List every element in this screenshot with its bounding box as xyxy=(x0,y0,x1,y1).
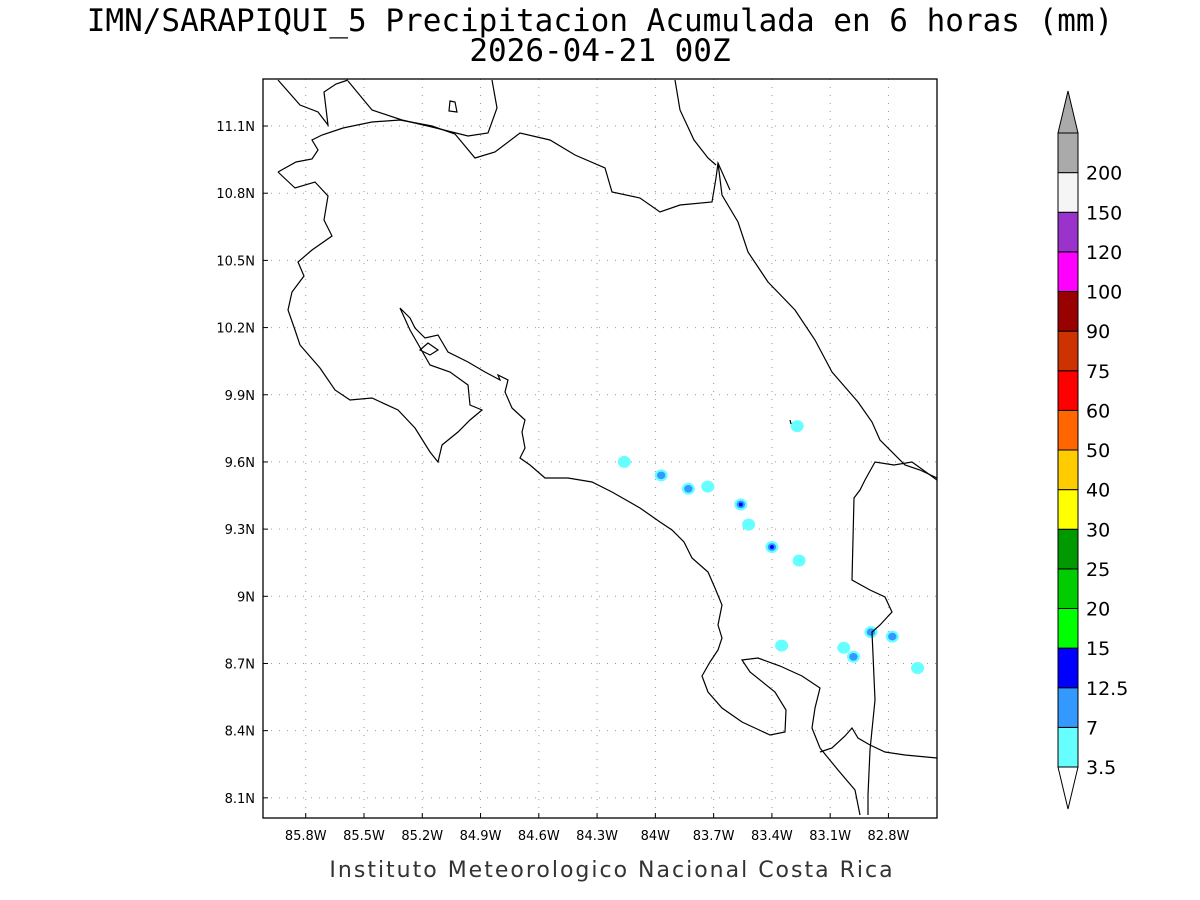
colorbar-swatch xyxy=(1057,132,1079,174)
lon-tick-label: 83.1W xyxy=(809,829,851,844)
coastline-and-borders xyxy=(277,79,937,816)
precip-cell xyxy=(701,480,715,493)
lat-tick-label: 9.6N xyxy=(225,456,255,471)
precip-cell-core xyxy=(866,628,876,636)
lat-tick-label: 9.9N xyxy=(225,389,255,404)
footer-credit: Instituto Meteorologico Nacional Costa R… xyxy=(329,858,894,883)
colorbar-swatch xyxy=(1057,172,1079,213)
lat-tick-label: 10.2N xyxy=(216,322,255,337)
nicaragua-costa-rica-border xyxy=(277,119,731,213)
lon-tick-label: 82.8W xyxy=(868,829,910,844)
lon-tick-label: 84.6W xyxy=(518,829,560,844)
colorbar-label: 20 xyxy=(1086,599,1110,621)
colorbar-swatch xyxy=(1057,647,1079,689)
nicaragua-caribbean-coast xyxy=(674,79,717,166)
caribbean-coast xyxy=(717,162,937,479)
lon-tick-label: 84.9W xyxy=(460,829,502,844)
panama-border xyxy=(851,461,937,815)
precip-cell-peak xyxy=(738,502,743,507)
lon-tick-label: 85.2W xyxy=(401,829,443,844)
colorbar-swatch xyxy=(1057,211,1079,253)
colorbar-label: 30 xyxy=(1086,519,1110,541)
lon-tick-label: 84W xyxy=(641,829,671,844)
lat-tick-label: 8.4N xyxy=(225,725,255,740)
colorbar-label: 7 xyxy=(1086,717,1098,739)
colorbar-swatch xyxy=(1057,568,1079,609)
lat-tick-label: 9N xyxy=(237,590,255,605)
colorbar-label: 40 xyxy=(1086,480,1110,502)
colorbar-label: 150 xyxy=(1086,202,1122,224)
colorbar-swatch xyxy=(1057,528,1079,570)
colorbar-swatch xyxy=(1057,726,1079,768)
lon-tick-label: 83.7W xyxy=(693,829,735,844)
precip-cell-core xyxy=(888,632,897,641)
colorbar-label: 120 xyxy=(1086,242,1122,264)
lat-tick-label: 9.3N xyxy=(225,523,255,538)
lat-lon-grid xyxy=(263,79,937,818)
lat-tick-label: 8.7N xyxy=(225,657,255,672)
lake-island xyxy=(448,100,458,113)
lat-tick-label: 8.1N xyxy=(225,792,255,807)
pacific-coast xyxy=(277,171,861,816)
precip-cell-peak xyxy=(769,545,774,550)
colorbar-swatch xyxy=(1057,370,1079,411)
figure-subtitle-datetime: 2026-04-21 00Z xyxy=(469,33,730,69)
lat-tick-label: 11.1N xyxy=(216,120,255,135)
lon-tick-label: 85.8W xyxy=(285,829,327,844)
lat-tick-label: 10.5N xyxy=(216,254,255,269)
lon-tick-label: 84.3W xyxy=(576,829,618,844)
colorbar-label: 15 xyxy=(1086,638,1110,660)
colorbar-above-arrow xyxy=(1057,90,1079,134)
colorbar-swatch xyxy=(1057,291,1079,332)
colorbar-below-arrow xyxy=(1057,766,1079,810)
axis-ticks: 85.8W 85.5W 85.2W 84.9W 84.6W 84.3W 84W 83.7W 83… xyxy=(216,120,909,844)
precip-cell xyxy=(742,518,756,531)
figure-title: IMN/SARAPIQUI_5 Precipitacion Acumulada … xyxy=(87,3,1114,39)
precip-cell xyxy=(775,639,789,652)
nicoya-lagoon xyxy=(418,342,440,356)
lake-nicaragua-south-shore xyxy=(347,79,498,137)
colorbar-swatch xyxy=(1057,251,1079,292)
colorbar-label: 200 xyxy=(1086,163,1122,185)
precip-cell-core xyxy=(656,471,666,480)
colorbar-label: 3.5 xyxy=(1086,757,1116,779)
precipitation-layer xyxy=(617,420,925,674)
lon-tick-label: 85.5W xyxy=(343,829,385,844)
burica-peninsula-coast xyxy=(819,726,937,759)
precip-cell xyxy=(790,420,804,433)
map-frame xyxy=(262,78,938,819)
precip-cell xyxy=(617,455,631,468)
precip-cell xyxy=(837,641,851,654)
precip-cell-core xyxy=(849,652,858,661)
colorbar-label: 90 xyxy=(1086,321,1110,343)
colorbar-label: 25 xyxy=(1086,559,1110,581)
precip-cell-core xyxy=(684,485,693,493)
colorbar-swatch xyxy=(1057,687,1079,728)
colorbar-swatch xyxy=(1057,409,1079,451)
colorbar-swatch xyxy=(1057,608,1079,649)
colorbar-label: 50 xyxy=(1086,440,1110,462)
map-panel: 85.8W 85.5W 85.2W 84.9W 84.6W 84.3W 84W 83.7W 83… xyxy=(216,78,938,844)
colorbar-label: 100 xyxy=(1086,282,1122,304)
precip-cell xyxy=(911,661,925,674)
colorbar-swatch xyxy=(1057,449,1079,491)
colorbar-swatch xyxy=(1057,330,1079,372)
lon-tick-label: 83.4W xyxy=(751,829,793,844)
colorbar-label: 12.5 xyxy=(1086,678,1128,700)
colorbar-label: 75 xyxy=(1086,361,1110,383)
precip-cell xyxy=(792,554,806,567)
colorbar-label: 60 xyxy=(1086,400,1110,422)
coco-islet xyxy=(789,419,792,425)
colorbar-legend: 3.5 7 12.5 15 20 25 30 40 50 60 75 90 100 120 150 200 xyxy=(1057,90,1128,810)
nicaragua-lake-shore xyxy=(277,79,349,128)
colorbar-swatch xyxy=(1057,489,1079,530)
lat-tick-label: 10.8N xyxy=(216,187,255,202)
